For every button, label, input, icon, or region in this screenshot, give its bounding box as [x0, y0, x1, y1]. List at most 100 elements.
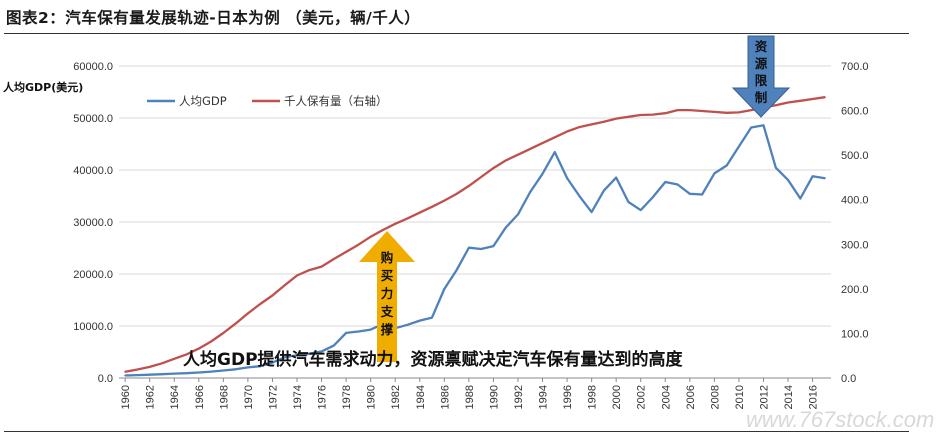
page-title: 图表2：汽车保有量发展轨迹-日本为例 （美元，辆/千人） [6, 9, 421, 27]
data-point [173, 357, 176, 360]
data-point [676, 183, 679, 186]
data-point [345, 251, 347, 253]
data-point [627, 201, 630, 203]
data-point [738, 111, 740, 114]
data-point [345, 332, 347, 334]
data-point [553, 151, 556, 154]
data-point [578, 195, 581, 197]
data-point [382, 229, 384, 231]
right-tick-label: 700.0 [841, 61, 869, 73]
right-tick-label: 400.0 [841, 195, 869, 207]
data-point [603, 189, 605, 192]
x-tick-label: 1966 [194, 385, 206, 409]
data-point [259, 303, 262, 305]
data-point [541, 172, 544, 175]
data-point [639, 114, 642, 116]
x-tick-label: 1992 [513, 385, 525, 409]
x-tick-label: 1988 [464, 385, 476, 409]
data-point [504, 159, 507, 162]
x-tick-label: 2010 [734, 385, 746, 409]
data-point [136, 368, 139, 371]
x-tick-label: 2016 [808, 385, 820, 409]
data-point [369, 328, 372, 331]
data-point [222, 369, 225, 372]
data-point [234, 368, 237, 371]
data-point [566, 177, 568, 180]
data-point [750, 126, 753, 129]
x-tick-label: 2006 [685, 385, 697, 409]
x-tick-label: 1974 [292, 385, 304, 409]
data-point [197, 347, 200, 350]
right-tick-label: 0.0 [841, 373, 856, 385]
data-point [787, 179, 789, 181]
right-tick-label: 200.0 [841, 284, 869, 296]
bottom-rule [4, 431, 909, 432]
data-point [185, 353, 188, 356]
data-point [197, 371, 200, 374]
legend-label-gdp: 人均GDP [179, 94, 227, 108]
data-point [541, 142, 544, 145]
x-tick-label: 2008 [709, 385, 721, 409]
data-point [124, 370, 126, 373]
x-tick-label: 1970 [243, 385, 255, 409]
left-axis-ticks: 0.0 10000.0 20000.0 30000.0 40000.0 50000.0 60… [73, 61, 113, 385]
data-point [357, 330, 360, 333]
data-point [185, 372, 188, 375]
data-point [590, 211, 593, 214]
data-point [296, 274, 298, 277]
data-point [688, 109, 691, 111]
data-point [799, 197, 802, 200]
x-tick-label: 2012 [758, 385, 770, 409]
data-point [222, 332, 225, 334]
data-point [332, 258, 335, 260]
x-axis-ticks: 1960 1962 1964 1966 1968 1970 1972 1974 1976 1978… [120, 378, 820, 409]
data-point [701, 193, 703, 196]
data-point [504, 226, 507, 229]
data-point [529, 191, 532, 193]
data-point [517, 213, 519, 216]
x-tick-label: 1994 [538, 385, 550, 409]
data-point [455, 269, 458, 271]
right-tick-label: 100.0 [841, 328, 869, 340]
data-point [443, 288, 446, 290]
x-tick-label: 1984 [415, 385, 427, 409]
data-point [590, 123, 593, 126]
x-tick-label: 1972 [267, 385, 279, 409]
data-point [688, 192, 691, 195]
data-point [566, 130, 568, 133]
chart-subtitle: 人均GDP提供汽车需求动力，资源禀赋决定汽车保有量达到的高度 [183, 349, 684, 370]
x-tick-label: 1960 [120, 385, 132, 409]
data-point [529, 148, 532, 150]
data-point [824, 177, 826, 180]
data-point [701, 110, 703, 112]
data-point [664, 181, 667, 183]
data-point [431, 316, 433, 319]
data-point [308, 269, 311, 271]
left-axis-label: 人均GDP(美元) [3, 80, 83, 94]
x-tick-label: 2004 [660, 385, 672, 409]
data-point [774, 166, 777, 169]
data-point [455, 193, 458, 195]
data-point [210, 370, 213, 373]
x-tick-label: 1978 [341, 385, 353, 409]
purchasing-power-char: 支 [380, 304, 394, 319]
up-arrow-icon [359, 231, 415, 362]
data-point [787, 101, 789, 104]
data-point [750, 109, 753, 111]
data-point [615, 117, 618, 120]
data-point [811, 175, 814, 178]
data-point [234, 322, 237, 325]
data-point [418, 319, 421, 322]
x-tick-label: 2014 [783, 385, 795, 409]
left-tick-label: 20000.0 [73, 269, 113, 281]
data-point [161, 373, 163, 376]
series-layer [124, 96, 826, 377]
data-point [480, 248, 482, 250]
legend: 人均GDP 千人保有量（右轴） [147, 94, 388, 108]
left-tick-label: 60000.0 [73, 61, 113, 73]
purchasing-power-char: 购 [381, 250, 394, 265]
right-tick-label: 600.0 [841, 106, 869, 118]
